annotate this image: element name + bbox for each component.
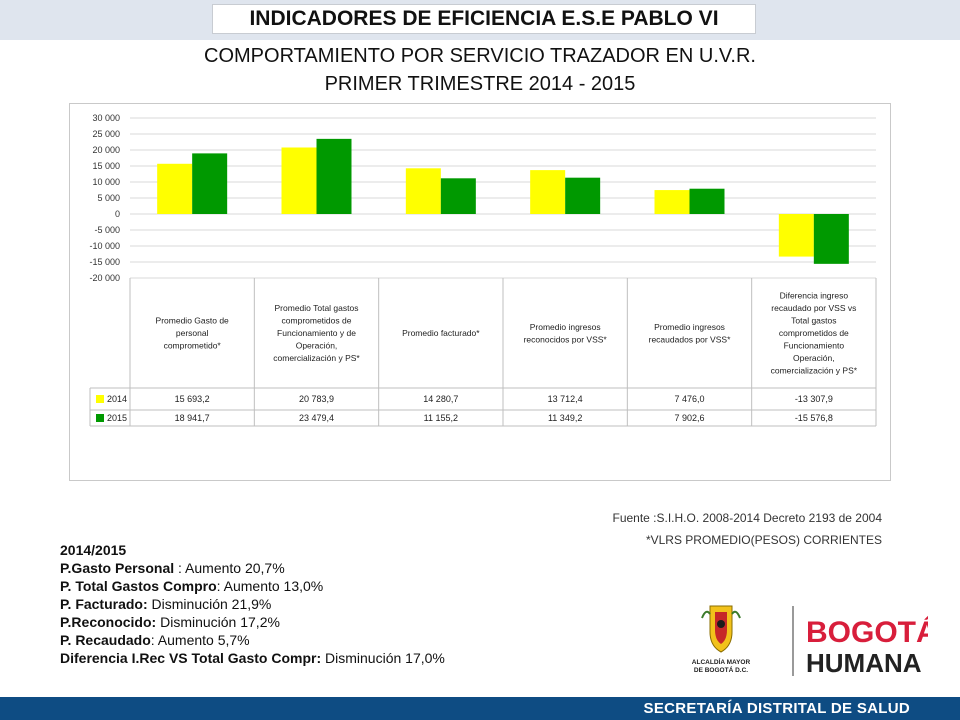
category-label: Total gastos	[791, 316, 836, 326]
data-label: 23 479,4	[299, 413, 334, 423]
logo-area: ALCALDÍA MAYOR DE BOGOTÁ D.C. BOGOTÁ HUM…	[688, 598, 938, 684]
summary-item: P.Gasto Personal : Aumento 20,7%	[60, 560, 285, 576]
values-note: *VLRS PROMEDIO(PESOS) CORRIENTES	[645, 533, 882, 547]
y-tick-label: 0	[115, 209, 120, 219]
category-label: Funcionamiento	[784, 341, 845, 351]
y-tick-label: -15 000	[89, 257, 120, 267]
bogota-coat-of-arms-logo	[701, 605, 741, 653]
category-label: comprometido*	[164, 341, 222, 351]
category-label: recaudado por VSS vs	[771, 303, 856, 313]
footer-band	[0, 697, 960, 720]
y-tick-label: 5 000	[97, 193, 120, 203]
category-label: comercialización y PS*	[771, 366, 858, 376]
data-label: 7 476,0	[674, 394, 704, 404]
data-label: 11 155,2	[424, 413, 458, 423]
data-label: 14 280,7	[423, 394, 458, 404]
subtitle-line-1: COMPORTAMIENTO POR SERVICIO TRAZADOR EN …	[204, 45, 756, 67]
bogota-logo-text: BOGOTÁ	[806, 615, 928, 649]
category-label: recaudados por VSS*	[649, 334, 731, 344]
bar-chart: 30 000 25 000 20 000 15 000 10 000 5 000 0 -5 0…	[89, 113, 877, 427]
legend-label: 2015	[107, 413, 127, 423]
page-title: INDICADORES DE EFICIENCIA E.S.E PABLO VI	[212, 4, 756, 34]
category-label: reconocidos por VSS*	[524, 334, 608, 344]
bar-2015-1	[316, 138, 352, 214]
category-label: Operación,	[296, 341, 338, 351]
summary-heading: 2014/2015	[60, 542, 127, 558]
category-label: comprometidos de	[282, 316, 352, 326]
bar-2015-3	[565, 177, 601, 214]
footer-label: SECRETARÍA DISTRITAL DE SALUD	[643, 700, 910, 717]
y-tick-label: 10 000	[92, 177, 120, 187]
category-label: comercialización y PS*	[273, 353, 360, 363]
bar-2015-5	[813, 214, 849, 264]
summary-item: Diferencia I.Rec VS Total Gasto Compr: D…	[60, 650, 445, 666]
category-label: comprometidos de	[779, 328, 849, 338]
bar-2014-3	[530, 170, 566, 214]
y-tick-label: 30 000	[92, 113, 120, 123]
summary-item: P. Recaudado: Aumento 5,7%	[60, 632, 250, 648]
logo-divider	[792, 606, 794, 676]
legend-label: 2014	[107, 394, 127, 404]
bar-2014-5	[778, 214, 814, 257]
category-label: personal	[176, 328, 209, 338]
bar-2015-2	[440, 178, 476, 214]
y-tick-label: 15 000	[92, 161, 120, 171]
bar-2015-4	[689, 188, 725, 214]
summary-block: 2014/2015 P.Gasto Personal : Aumento 20,…	[60, 541, 445, 667]
summary-item: P. Total Gastos Compro: Aumento 13,0%	[60, 578, 324, 594]
chart-frame: 30 000 25 000 20 000 15 000 10 000 5 000 0 -5 0…	[69, 103, 891, 481]
category-label: Promedio ingresos	[654, 322, 725, 332]
category-label: Promedio Gasto de	[156, 316, 230, 326]
legend-key-2015	[96, 414, 104, 422]
subtitle-line-2: PRIMER TRIMESTRE 2014 - 2015	[324, 73, 636, 95]
data-label: -15 576,8	[795, 413, 833, 423]
y-tick-label: 20 000	[92, 145, 120, 155]
category-label: Promedio facturado*	[402, 328, 480, 338]
legend-key-2014	[96, 395, 104, 403]
summary-item: P.Reconocido: Disminución 17,2%	[60, 614, 280, 630]
bar-2014-0	[157, 163, 193, 214]
bar-2014-4	[654, 190, 690, 214]
humana-logo-text: HUMANA	[806, 648, 922, 678]
alcaldia-text-1: ALCALDÍA MAYOR	[692, 657, 751, 666]
category-label: Promedio ingresos	[530, 322, 601, 332]
category-label: Promedio Total gastos	[275, 303, 359, 313]
data-label: -13 307,9	[795, 394, 833, 404]
y-tick-label: -10 000	[89, 241, 120, 251]
y-tick-label: 25 000	[92, 129, 120, 139]
data-label: 18 941,7	[175, 413, 210, 423]
summary-item: P. Facturado: Disminución 21,9%	[60, 596, 272, 612]
category-label: Funcionamiento y de	[277, 328, 356, 338]
category-label: Operación,	[793, 353, 835, 363]
data-label: 15 693,2	[175, 394, 210, 404]
category-label: Diferencia ingreso	[780, 291, 849, 301]
bar-2014-1	[281, 147, 317, 214]
data-label: 11 349,2	[548, 413, 582, 423]
data-label: 13 712,4	[548, 394, 583, 404]
y-tick-label: -20 000	[89, 273, 120, 283]
data-label: 7 902,6	[674, 413, 704, 423]
bar-2014-2	[405, 168, 441, 214]
bar-2015-0	[192, 153, 228, 214]
summary-list: P.Gasto Personal : Aumento 20,7% P. Total…	[60, 559, 445, 667]
alcaldia-text-2: DE BOGOTÁ D.C.	[694, 665, 748, 674]
data-label: 20 783,9	[299, 394, 334, 404]
y-tick-label: -5 000	[94, 225, 120, 235]
source-note: Fuente :S.I.H.O. 2008-2014 Decreto 2193 …	[612, 511, 882, 525]
